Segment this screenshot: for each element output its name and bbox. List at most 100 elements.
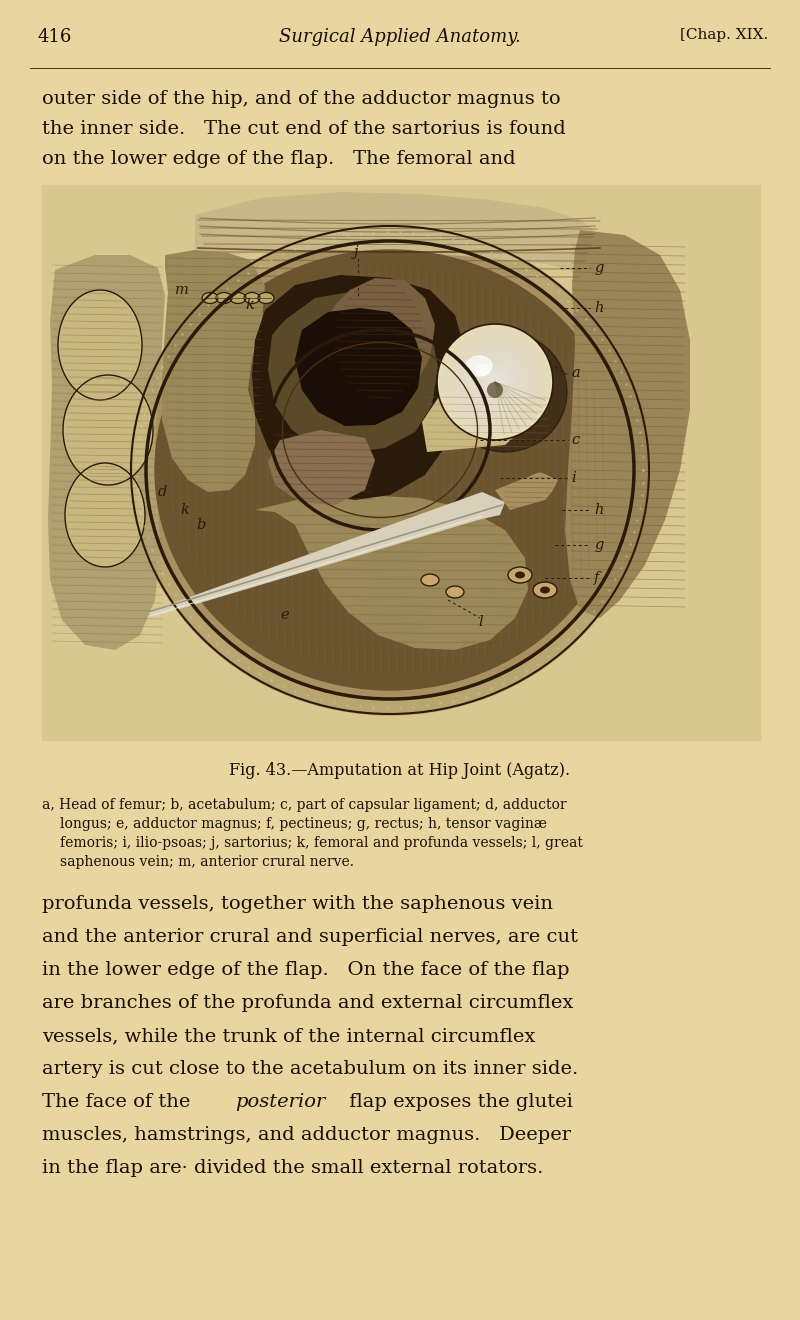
Text: vessels, while the trunk of the internal circumflex: vessels, while the trunk of the internal…: [42, 1027, 535, 1045]
Point: [130, 453, 143, 474]
Circle shape: [446, 333, 544, 432]
Text: g: g: [594, 261, 603, 275]
Bar: [42, 185, 760, 741]
Point: [231, 269, 244, 290]
Ellipse shape: [145, 240, 635, 700]
Point: [277, 244, 290, 265]
Text: outer side of the hip, and of the adductor magnus to: outer side of the hip, and of the adduct…: [42, 90, 561, 108]
Point: [135, 503, 148, 524]
Point: [254, 664, 266, 685]
Polygon shape: [48, 255, 165, 649]
Polygon shape: [565, 230, 690, 618]
Point: [562, 628, 574, 649]
Point: [201, 294, 214, 315]
Point: [636, 473, 649, 494]
Point: [635, 484, 648, 506]
Text: k: k: [245, 298, 254, 312]
Point: [634, 422, 646, 444]
Polygon shape: [268, 292, 438, 451]
Point: [133, 491, 146, 512]
Point: [289, 680, 302, 701]
Point: [637, 459, 650, 480]
Point: [609, 569, 622, 590]
Point: [562, 290, 574, 312]
Text: flap exposes the glutei: flap exposes the glutei: [343, 1093, 574, 1111]
Text: a: a: [571, 366, 580, 380]
Point: [434, 226, 446, 247]
Point: [367, 697, 380, 718]
Point: [614, 557, 627, 578]
Text: Fig. 43.—Amputation at Hip Joint (Agatz).: Fig. 43.—Amputation at Hip Joint (Agatz)…: [230, 762, 570, 779]
Point: [192, 304, 205, 325]
Ellipse shape: [202, 293, 218, 304]
Point: [602, 579, 615, 601]
Ellipse shape: [130, 224, 650, 715]
Point: [289, 239, 302, 260]
Point: [508, 252, 521, 273]
Point: [472, 236, 485, 257]
Point: [141, 391, 154, 412]
Point: [133, 428, 146, 449]
Text: in the flap are· divided the small external rotators.: in the flap are· divided the small exter…: [42, 1159, 543, 1177]
Point: [636, 447, 649, 469]
Ellipse shape: [476, 364, 490, 375]
Point: [570, 620, 583, 642]
Point: [156, 562, 169, 583]
Point: [141, 528, 154, 549]
Point: [579, 309, 592, 330]
Point: [508, 667, 521, 688]
Point: [138, 515, 150, 536]
Point: [446, 228, 459, 249]
Point: [530, 265, 543, 286]
Text: e: e: [280, 609, 289, 622]
Point: [176, 595, 189, 616]
Point: [169, 334, 182, 355]
Ellipse shape: [533, 582, 557, 598]
Polygon shape: [252, 275, 465, 500]
Ellipse shape: [508, 568, 532, 583]
Point: [587, 318, 600, 339]
Text: and the anterior crural and superficial nerves, are cut: and the anterior crural and superficial …: [42, 928, 578, 946]
Point: [192, 615, 205, 636]
Text: h: h: [594, 503, 603, 517]
Text: artery is cut close to the acetabulum on its inner side.: artery is cut close to the acetabulum on…: [42, 1060, 578, 1078]
Point: [496, 247, 509, 268]
Point: [434, 693, 446, 714]
Point: [327, 227, 340, 248]
Circle shape: [464, 351, 526, 413]
Point: [628, 521, 641, 543]
Polygon shape: [195, 191, 605, 286]
Ellipse shape: [443, 333, 567, 451]
Circle shape: [452, 339, 538, 425]
Point: [162, 345, 174, 366]
Text: The face of the: The face of the: [42, 1093, 197, 1111]
Point: [130, 466, 143, 487]
Point: [484, 242, 497, 263]
Point: [184, 606, 197, 627]
Text: longus; e, adductor magnus; f, pectineus; g, rectus; h, tensor vaginæ: longus; e, adductor magnus; f, pectineus…: [60, 817, 547, 832]
Ellipse shape: [230, 293, 246, 304]
Point: [459, 686, 472, 708]
Point: [302, 234, 314, 255]
Point: [231, 649, 244, 671]
Point: [420, 224, 433, 246]
Text: m: m: [175, 282, 189, 297]
Point: [150, 368, 163, 389]
Point: [619, 545, 632, 566]
Text: h: h: [594, 301, 603, 315]
Point: [637, 459, 650, 480]
Point: [380, 222, 393, 243]
Point: [579, 610, 592, 631]
Ellipse shape: [63, 375, 153, 484]
Point: [135, 416, 148, 437]
Text: posterior: posterior: [235, 1093, 326, 1111]
Text: k: k: [180, 503, 189, 517]
Point: [628, 397, 641, 418]
Point: [354, 223, 366, 244]
Point: [254, 256, 266, 277]
Point: [635, 434, 648, 455]
Text: Surgical Applied Anatomy.: Surgical Applied Anatomy.: [279, 28, 521, 46]
Polygon shape: [325, 279, 435, 403]
Point: [146, 379, 158, 400]
Point: [265, 669, 278, 690]
